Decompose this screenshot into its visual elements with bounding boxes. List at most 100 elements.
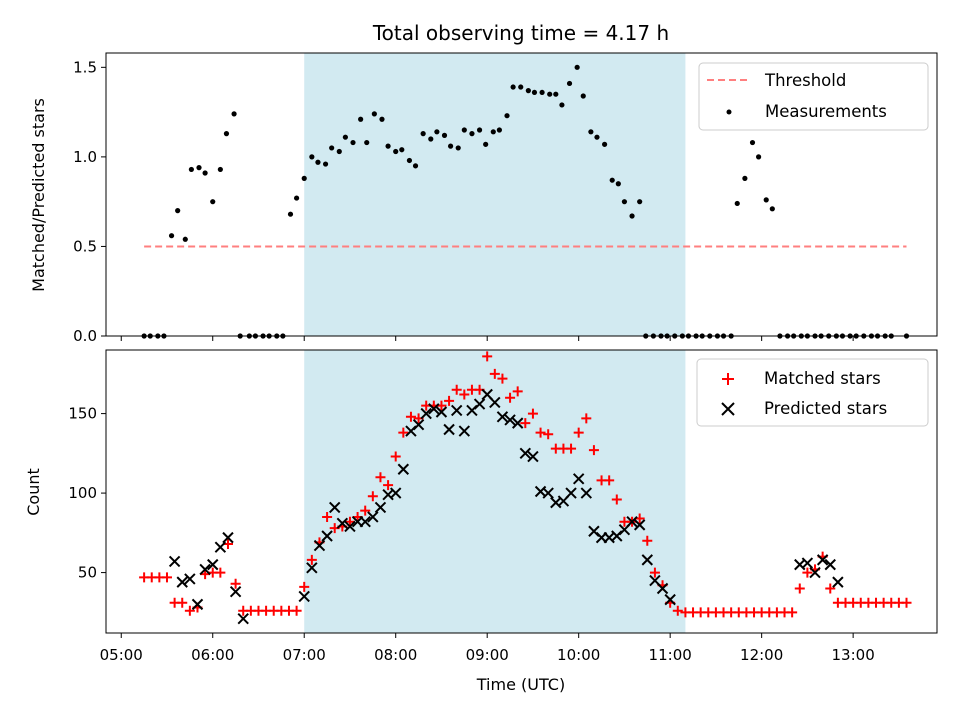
predicted-star-point bbox=[824, 558, 836, 571]
measurement-point bbox=[293, 195, 300, 201]
measurement-point bbox=[287, 211, 294, 217]
predicted-star-point bbox=[367, 511, 379, 523]
predicted-star-point bbox=[184, 573, 196, 585]
measurement-point bbox=[483, 141, 489, 147]
x-axis-label: Time (UTC) bbox=[476, 675, 565, 694]
predicted-star-point bbox=[458, 425, 471, 437]
predicted-star-point bbox=[519, 447, 532, 460]
measurement-point bbox=[196, 165, 202, 171]
y-tick-label: 0.5 bbox=[73, 237, 97, 255]
matched-star-point bbox=[520, 418, 531, 429]
matched-star-point bbox=[161, 572, 172, 583]
matched-star-point bbox=[794, 583, 805, 594]
measurement-point bbox=[385, 143, 391, 149]
matched-star-point bbox=[398, 427, 409, 438]
matched-star-point bbox=[512, 386, 523, 397]
legend-predicted-swatch bbox=[721, 402, 735, 416]
measurement-point bbox=[364, 139, 370, 146]
matched-star-point bbox=[527, 408, 538, 419]
matched-star-point bbox=[581, 413, 592, 424]
measurement-point bbox=[406, 157, 413, 164]
x-tick-label: 08:00 bbox=[374, 646, 417, 664]
bottom-legend: Matched stars Predicted stars bbox=[696, 358, 929, 427]
measurement-point bbox=[547, 91, 553, 97]
matched-star-point bbox=[383, 480, 394, 491]
x-tick-label: 05:00 bbox=[100, 646, 143, 664]
y-tick-label: 0.0 bbox=[73, 327, 97, 345]
measurement-point bbox=[531, 89, 538, 96]
matched-star-point bbox=[543, 429, 554, 440]
bottom-legend-box bbox=[696, 358, 929, 427]
predicted-star-point bbox=[565, 487, 577, 499]
measurement-point bbox=[420, 131, 426, 137]
y-tick-label: 50 bbox=[78, 564, 97, 582]
measurement-point bbox=[447, 143, 454, 149]
predicted-star-point bbox=[222, 531, 234, 544]
measurement-point bbox=[315, 159, 321, 165]
predicted-star-point bbox=[389, 487, 402, 499]
y-tick-label: 1.5 bbox=[73, 58, 97, 76]
bottom-panel-shade bbox=[304, 350, 686, 633]
measurement-point bbox=[749, 139, 756, 146]
matched-star-point bbox=[184, 605, 195, 616]
measurement-point bbox=[412, 163, 419, 169]
measurement-point bbox=[379, 116, 385, 122]
matched-star-point bbox=[444, 395, 455, 406]
predicted-star-point bbox=[656, 582, 669, 595]
matched-star-point bbox=[482, 351, 493, 362]
measurement-point bbox=[336, 148, 342, 155]
matched-star-point bbox=[604, 475, 615, 486]
predicted-star-point bbox=[542, 487, 554, 499]
matched-star-point bbox=[322, 511, 333, 522]
predicted-star-point bbox=[298, 590, 310, 603]
predicted-star-point bbox=[420, 407, 432, 420]
matched-star-point bbox=[177, 597, 188, 608]
matched-star-point bbox=[497, 373, 508, 384]
legend-threshold-label: Threshold bbox=[764, 71, 846, 90]
matched-star-point bbox=[360, 505, 371, 516]
predicted-star-point bbox=[443, 423, 455, 436]
measurement-point bbox=[461, 127, 467, 133]
measurement-point bbox=[609, 177, 615, 183]
measurement-point bbox=[342, 134, 348, 140]
predicted-star-point bbox=[237, 612, 249, 625]
measurement-point bbox=[490, 129, 496, 135]
predicted-star-point bbox=[329, 501, 341, 514]
measurement-point bbox=[469, 131, 475, 137]
measurement-point bbox=[358, 116, 364, 122]
predicted-star-point bbox=[626, 516, 638, 528]
measurement-point bbox=[231, 111, 237, 117]
matched-star-point bbox=[367, 491, 378, 502]
x-tick-label: 09:00 bbox=[466, 646, 509, 664]
x-tick-label: 11:00 bbox=[649, 646, 692, 664]
predicted-star-point bbox=[496, 411, 509, 423]
measurement-point bbox=[580, 93, 586, 99]
bottom-panel-frame bbox=[105, 349, 938, 634]
predicted-star-point bbox=[336, 517, 349, 530]
measurement-point bbox=[525, 88, 531, 94]
matched-star-point bbox=[901, 597, 912, 608]
predicted-star-point bbox=[214, 541, 227, 553]
measurement-point bbox=[566, 80, 573, 87]
measurement-point bbox=[476, 127, 483, 133]
measurement-point bbox=[371, 111, 377, 117]
matched-star-point bbox=[459, 389, 470, 400]
matched-star-point bbox=[451, 384, 462, 395]
measurement-point bbox=[393, 148, 399, 155]
measurement-point bbox=[309, 154, 315, 160]
y-tick-label: 150 bbox=[68, 405, 97, 423]
measurement-point bbox=[629, 213, 635, 219]
predicted-star-point bbox=[397, 463, 410, 475]
measurement-point bbox=[559, 102, 565, 108]
predicted-star-point bbox=[527, 450, 539, 463]
predicted-star-point bbox=[664, 593, 676, 606]
predicted-star-point bbox=[412, 419, 425, 431]
predicted-star-point bbox=[428, 403, 440, 415]
predicted-star-point bbox=[374, 501, 387, 514]
predicted-star-point bbox=[809, 566, 821, 579]
matched-star-point bbox=[649, 567, 660, 578]
matched-star-point bbox=[802, 567, 813, 578]
measurement-point bbox=[574, 64, 580, 70]
measurement-point bbox=[615, 181, 621, 187]
